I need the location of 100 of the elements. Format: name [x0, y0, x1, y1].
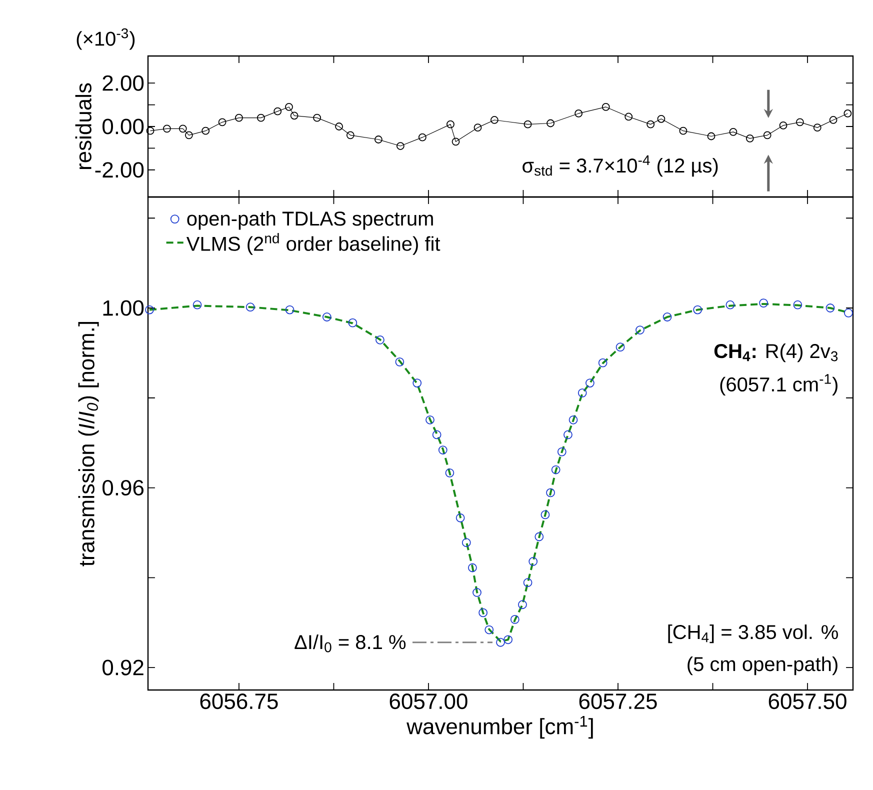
point: [759, 298, 768, 308]
annotation: [CH$_{4}$] = 3.85 vol. %: [668, 624, 838, 644]
point: [646, 120, 655, 128]
y-tick-label: 1.00: [103, 300, 144, 316]
point: [568, 415, 578, 424]
point: [578, 388, 587, 398]
point: [746, 134, 754, 142]
point: [657, 114, 666, 123]
point: [496, 638, 505, 647]
point: [616, 342, 625, 352]
point: [523, 578, 532, 588]
point: [396, 142, 404, 150]
point: [546, 119, 554, 128]
point: [510, 614, 520, 624]
point: [348, 318, 358, 328]
point: [826, 304, 835, 312]
point: [285, 103, 293, 111]
point: [285, 305, 294, 314]
point: [290, 112, 298, 120]
point: [412, 378, 422, 388]
point: [636, 326, 644, 334]
point: [374, 136, 382, 144]
point: [490, 116, 498, 124]
point: [322, 312, 332, 322]
point: [468, 563, 477, 572]
point: [707, 132, 716, 140]
point: [528, 557, 538, 566]
x-tick-label: 6057.50: [768, 694, 846, 710]
x-tick-label: 6056.75: [200, 694, 278, 710]
point: [779, 121, 788, 130]
point: [729, 128, 738, 136]
point: [192, 300, 202, 310]
point: [602, 103, 610, 111]
y-tick-label: -2.00: [95, 162, 144, 178]
point: [274, 107, 282, 116]
point: [662, 312, 672, 322]
y-tick-label: 0.96: [102, 480, 144, 496]
legend-label: open-path TDLAS spectrum: [187, 211, 433, 230]
point: [146, 126, 154, 135]
point: [829, 116, 838, 124]
point: [145, 305, 154, 314]
point: [418, 133, 426, 142]
point: [574, 110, 583, 118]
y-tick-label: 2.00: [102, 75, 144, 91]
point: [162, 124, 171, 133]
point: [524, 120, 532, 128]
point: [218, 118, 226, 126]
x-tick-label: 6057.00: [390, 694, 468, 710]
y-tick-label: 0.92: [102, 660, 144, 676]
y-axis-title: residuals: [75, 83, 92, 170]
point: [534, 532, 544, 542]
point: [557, 447, 566, 456]
point: [376, 335, 384, 344]
point: [474, 124, 482, 132]
point: [564, 430, 572, 440]
point: [551, 465, 560, 474]
legend-label: VLMS (2$^{nd}$ order baseline) fit: [186, 233, 440, 255]
point: [813, 124, 822, 132]
point: [472, 588, 482, 597]
point: [478, 608, 488, 618]
point: [796, 118, 804, 126]
point: [184, 131, 193, 140]
point: [484, 625, 494, 634]
point: [313, 114, 321, 122]
x-axis-title: wavenumber [cm$^{-1}$]: [406, 716, 593, 739]
point: [793, 300, 802, 310]
point: [586, 378, 594, 388]
point: [452, 138, 460, 146]
point: [540, 510, 550, 520]
point: [335, 122, 343, 130]
point: [432, 430, 442, 440]
point: [518, 600, 527, 610]
point: [546, 488, 555, 498]
point: [844, 308, 853, 318]
annotation: ΔI/I$_{0}$ = 8.1 %: [294, 634, 406, 652]
point: [456, 513, 465, 522]
point: [426, 415, 434, 424]
point: [763, 131, 772, 140]
point: [726, 300, 735, 310]
point: [235, 114, 243, 122]
point: [504, 635, 513, 644]
annotation: σ$_{std}$ = 3.7×10$^{-4}$ (12 µs): [522, 155, 718, 177]
point: [693, 305, 702, 314]
point: [462, 538, 471, 548]
point: [246, 302, 255, 312]
annotation: (5 cm open-path): [688, 656, 838, 676]
annotation: (6057.1 cm$^{-1}$): [720, 374, 838, 396]
point: [679, 126, 688, 135]
point: [346, 131, 354, 140]
point: [445, 468, 454, 478]
point: [844, 110, 852, 118]
x-tick-label: 6057.25: [579, 694, 657, 710]
text: CH$_{4}$: R(4) 2v$_{3}$: [714, 343, 838, 362]
text: (×10$^{-3}$): [76, 28, 135, 50]
point: [202, 126, 210, 135]
point: [395, 357, 404, 366]
point: [438, 446, 448, 454]
text: transmission (I/I$_{0}$) [norm.]: [78, 322, 99, 566]
point: [178, 124, 187, 133]
point: [624, 112, 633, 121]
